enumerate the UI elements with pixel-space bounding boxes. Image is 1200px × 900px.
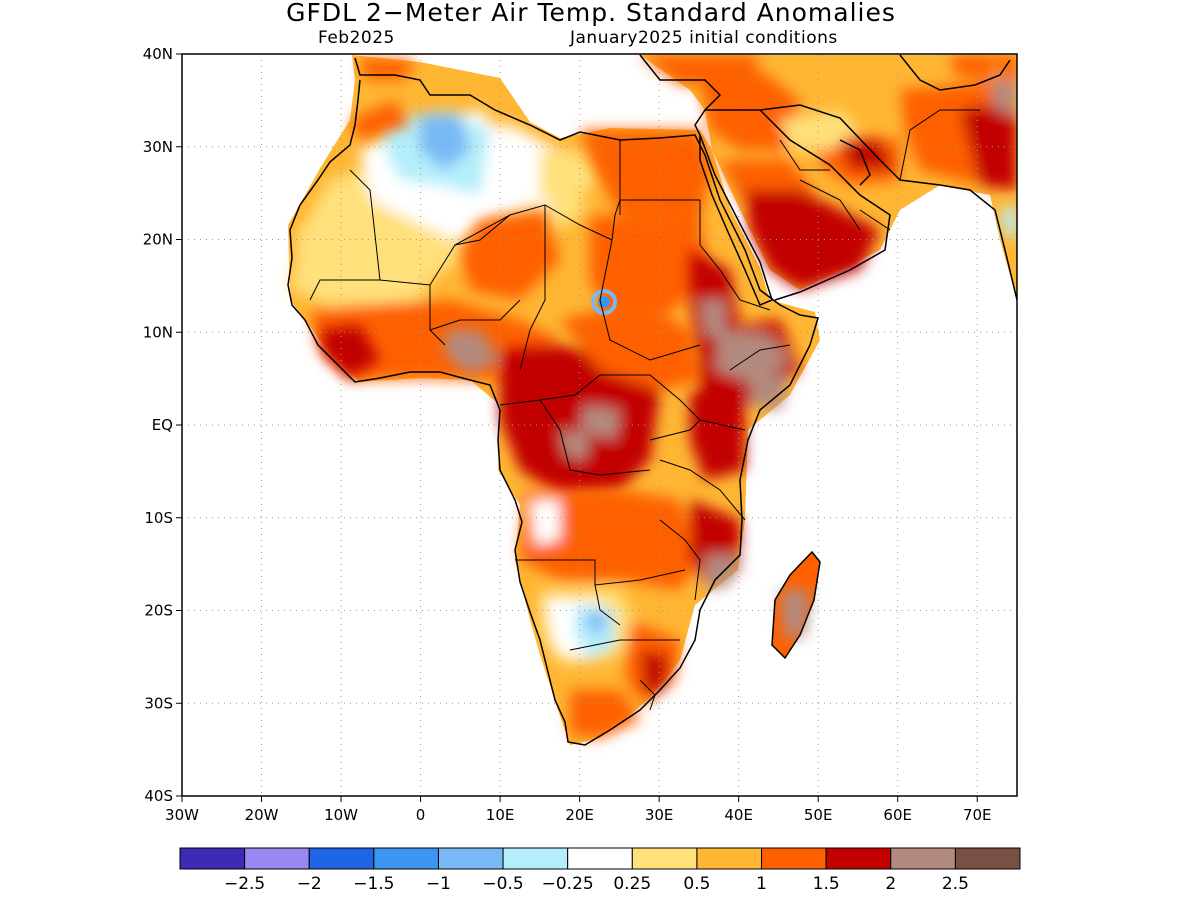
colorbar-label: 2.5	[942, 874, 969, 894]
lon-tick-label: 30W	[165, 806, 199, 824]
lat-tick-label: 10N	[143, 323, 173, 341]
lon-tick-label: 0	[416, 806, 426, 824]
lon-tick-label: 50E	[804, 806, 833, 824]
lon-tick-label: 70E	[963, 806, 992, 824]
colorbar-label: 0.5	[683, 874, 710, 894]
lat-tick-label: 10S	[144, 509, 173, 527]
lat-tick-label: EQ	[152, 416, 173, 434]
anomaly-fields	[182, 54, 1017, 796]
colorbar-swatch	[437, 847, 504, 870]
latitude-labels: 40N 30N 20N 10N EQ 10S 20S 30S 40S	[143, 45, 173, 805]
colorbar-label: −0.5	[482, 874, 523, 894]
colorbar-swatch	[308, 847, 375, 870]
lat-tick-label: 20N	[143, 231, 173, 249]
colorbar-swatch	[502, 847, 569, 870]
cool-spot-chad	[598, 296, 610, 308]
coastlines	[287, 54, 1017, 746]
colorbar-label: 0.25	[613, 874, 651, 894]
lon-tick-label: 10E	[486, 806, 515, 824]
colorbar-label: 2	[885, 874, 896, 894]
colorbar-label: −0.25	[542, 874, 594, 894]
colorbar-swatch	[696, 847, 763, 870]
axis-ticks	[176, 53, 978, 802]
colorbar-swatch	[373, 847, 439, 870]
lat-tick-label: 40S	[144, 787, 173, 805]
lon-tick-label: 30E	[645, 806, 674, 824]
country-borders	[309, 109, 980, 711]
colorbar-labels: −2.5 −2 −1.5 −1 −0.5 −0.25 0.25 0.5 1 1.5 2 2.5	[224, 874, 969, 894]
colorbar-swatch	[890, 847, 956, 870]
lat-tick-label: 30S	[144, 694, 173, 712]
chart-title: GFDL 2−Meter Air Temp. Standard Anomalie…	[286, 0, 896, 27]
colorbar-swatch	[244, 847, 310, 870]
colorbar-swatch	[761, 847, 827, 870]
lon-tick-label: 20W	[245, 806, 279, 824]
colorbar-swatch	[631, 847, 698, 870]
colorbar	[179, 847, 1021, 870]
colorbar-swatch	[825, 847, 892, 870]
lat-tick-label: 30N	[143, 138, 173, 156]
lon-tick-label: 10W	[324, 806, 358, 824]
lon-tick-label: 60E	[883, 806, 912, 824]
colorbar-label: −1	[426, 874, 451, 894]
map-gridlines	[182, 54, 1017, 796]
forecast-month: Feb2025	[318, 28, 395, 48]
lat-tick-label: 20S	[144, 602, 173, 620]
initial-conditions-label: January2025 initial conditions	[570, 28, 838, 48]
colorbar-swatch	[567, 847, 633, 870]
colorbar-swatch	[179, 847, 246, 870]
colorbar-label: −1.5	[353, 874, 394, 894]
longitude-labels: 30W 20W 10W 0 10E 20E 30E 40E 50E 60E 70E	[165, 806, 991, 824]
colorbar-label: −2	[297, 874, 322, 894]
colorbar-swatch	[954, 847, 1021, 870]
lon-tick-label: 40E	[724, 806, 753, 824]
lat-tick-label: 40N	[143, 45, 173, 63]
colorbar-label: 1.5	[813, 874, 840, 894]
lon-tick-label: 20E	[565, 806, 594, 824]
colorbar-label: 1	[756, 874, 767, 894]
colorbar-label: −2.5	[224, 874, 265, 894]
